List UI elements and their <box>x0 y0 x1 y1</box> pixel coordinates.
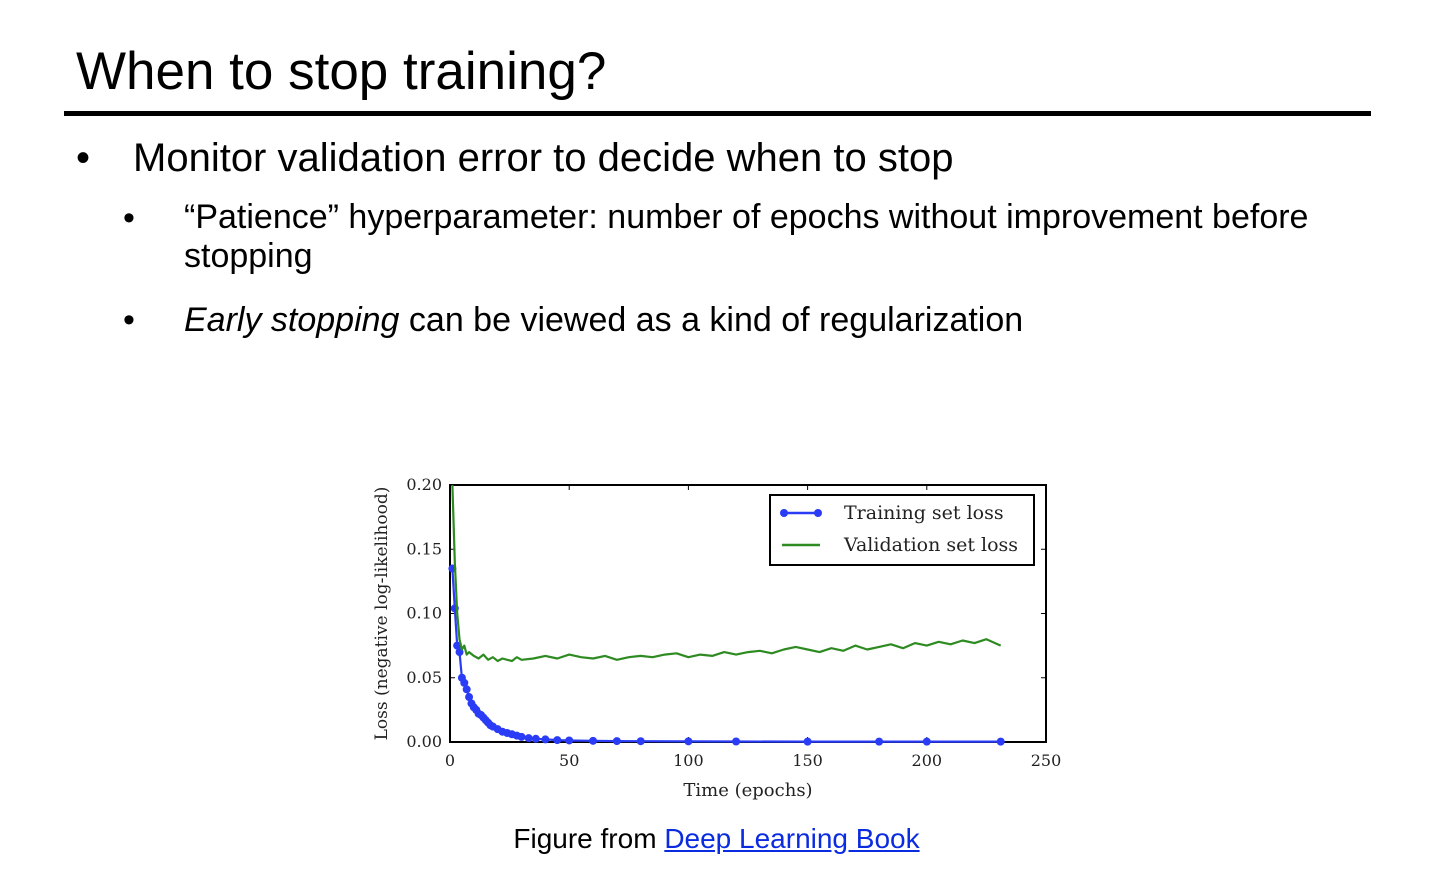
training-set-losspoint <box>565 736 574 745</box>
training-set-losspoint <box>875 737 884 746</box>
figure-caption: Figure from Deep Learning Book <box>0 822 1433 856</box>
training-set-losspoint <box>636 737 645 746</box>
validation-set-lossline <box>451 484 1002 663</box>
training-set-losspoint <box>996 737 1005 746</box>
sub-bullet-marker: • <box>123 301 135 339</box>
training-set-losspoint <box>462 685 471 694</box>
training-set-losspoint <box>460 678 469 687</box>
training-set-losspoint <box>922 737 931 746</box>
training-set-losspoint <box>684 737 693 746</box>
x-tick-label: 50 <box>559 751 579 770</box>
y-tick-label: 0.20 <box>406 475 442 494</box>
sub-bullet-patience: “Patience” hyperparameter: number of epo… <box>184 198 1309 275</box>
bullet-marker: • <box>76 136 91 180</box>
training-set-losspoint <box>531 734 540 743</box>
training-set-losspoint <box>612 737 621 746</box>
sub-bullet-early-stopping: Early stopping can be viewed as a kind o… <box>184 300 1364 340</box>
y-tick-label: 0.05 <box>406 668 442 687</box>
legend-label: Training set loss <box>844 502 1004 524</box>
y-axis-label: Loss (negative log-likelihood) <box>372 487 392 741</box>
training-set-losspoint <box>589 736 598 745</box>
legend-marker <box>780 509 788 517</box>
loss-chart-figure: 0 50 100 150 200 250 0.00 0.05 0.10 0.15 0.20 Time … <box>360 470 1080 810</box>
chart-legend <box>769 494 1035 566</box>
x-tick-label: 200 <box>912 751 943 770</box>
y-tick-label: 0.10 <box>406 604 442 623</box>
slide-title: When to stop training? <box>76 42 607 101</box>
sub-bullet-marker: • <box>123 199 135 237</box>
early-stopping-term: Early stopping <box>184 301 400 339</box>
y-tick-label: 0.00 <box>406 732 442 751</box>
training-set-losspoint <box>517 732 526 741</box>
x-tick-label: 250 <box>1031 751 1062 770</box>
y-tick-label: 0.15 <box>406 539 442 558</box>
training-set-losspoint <box>453 641 462 650</box>
training-set-lossline <box>451 568 1001 743</box>
title-divider <box>64 111 1371 116</box>
legend-label: Validation set loss <box>843 534 1018 556</box>
legend-marker <box>814 509 822 517</box>
bullet-monitor-validation: Monitor validation error to decide when … <box>133 136 954 180</box>
loss-chart: 0 50 100 150 200 250 0.00 0.05 0.10 0.15 0.20 Time … <box>372 475 1062 801</box>
training-set-losspoint <box>732 737 741 746</box>
x-axis-label: Time (epochs) <box>683 780 812 801</box>
training-set-losspoint <box>553 736 562 745</box>
training-set-losspoint <box>541 735 550 744</box>
training-set-losspoint <box>803 737 812 746</box>
deep-learning-book-link[interactable]: Deep Learning Book <box>664 823 920 854</box>
early-stopping-rest: can be viewed as a kind of regularizatio… <box>399 301 1024 339</box>
x-tick-label: 100 <box>673 751 704 770</box>
caption-prefix: Figure from <box>513 823 665 854</box>
x-tick-label: 0 <box>445 751 455 770</box>
x-tick-label: 150 <box>792 751 823 770</box>
training-set-losspoint <box>524 734 533 743</box>
training-set-losspoint <box>465 693 474 702</box>
